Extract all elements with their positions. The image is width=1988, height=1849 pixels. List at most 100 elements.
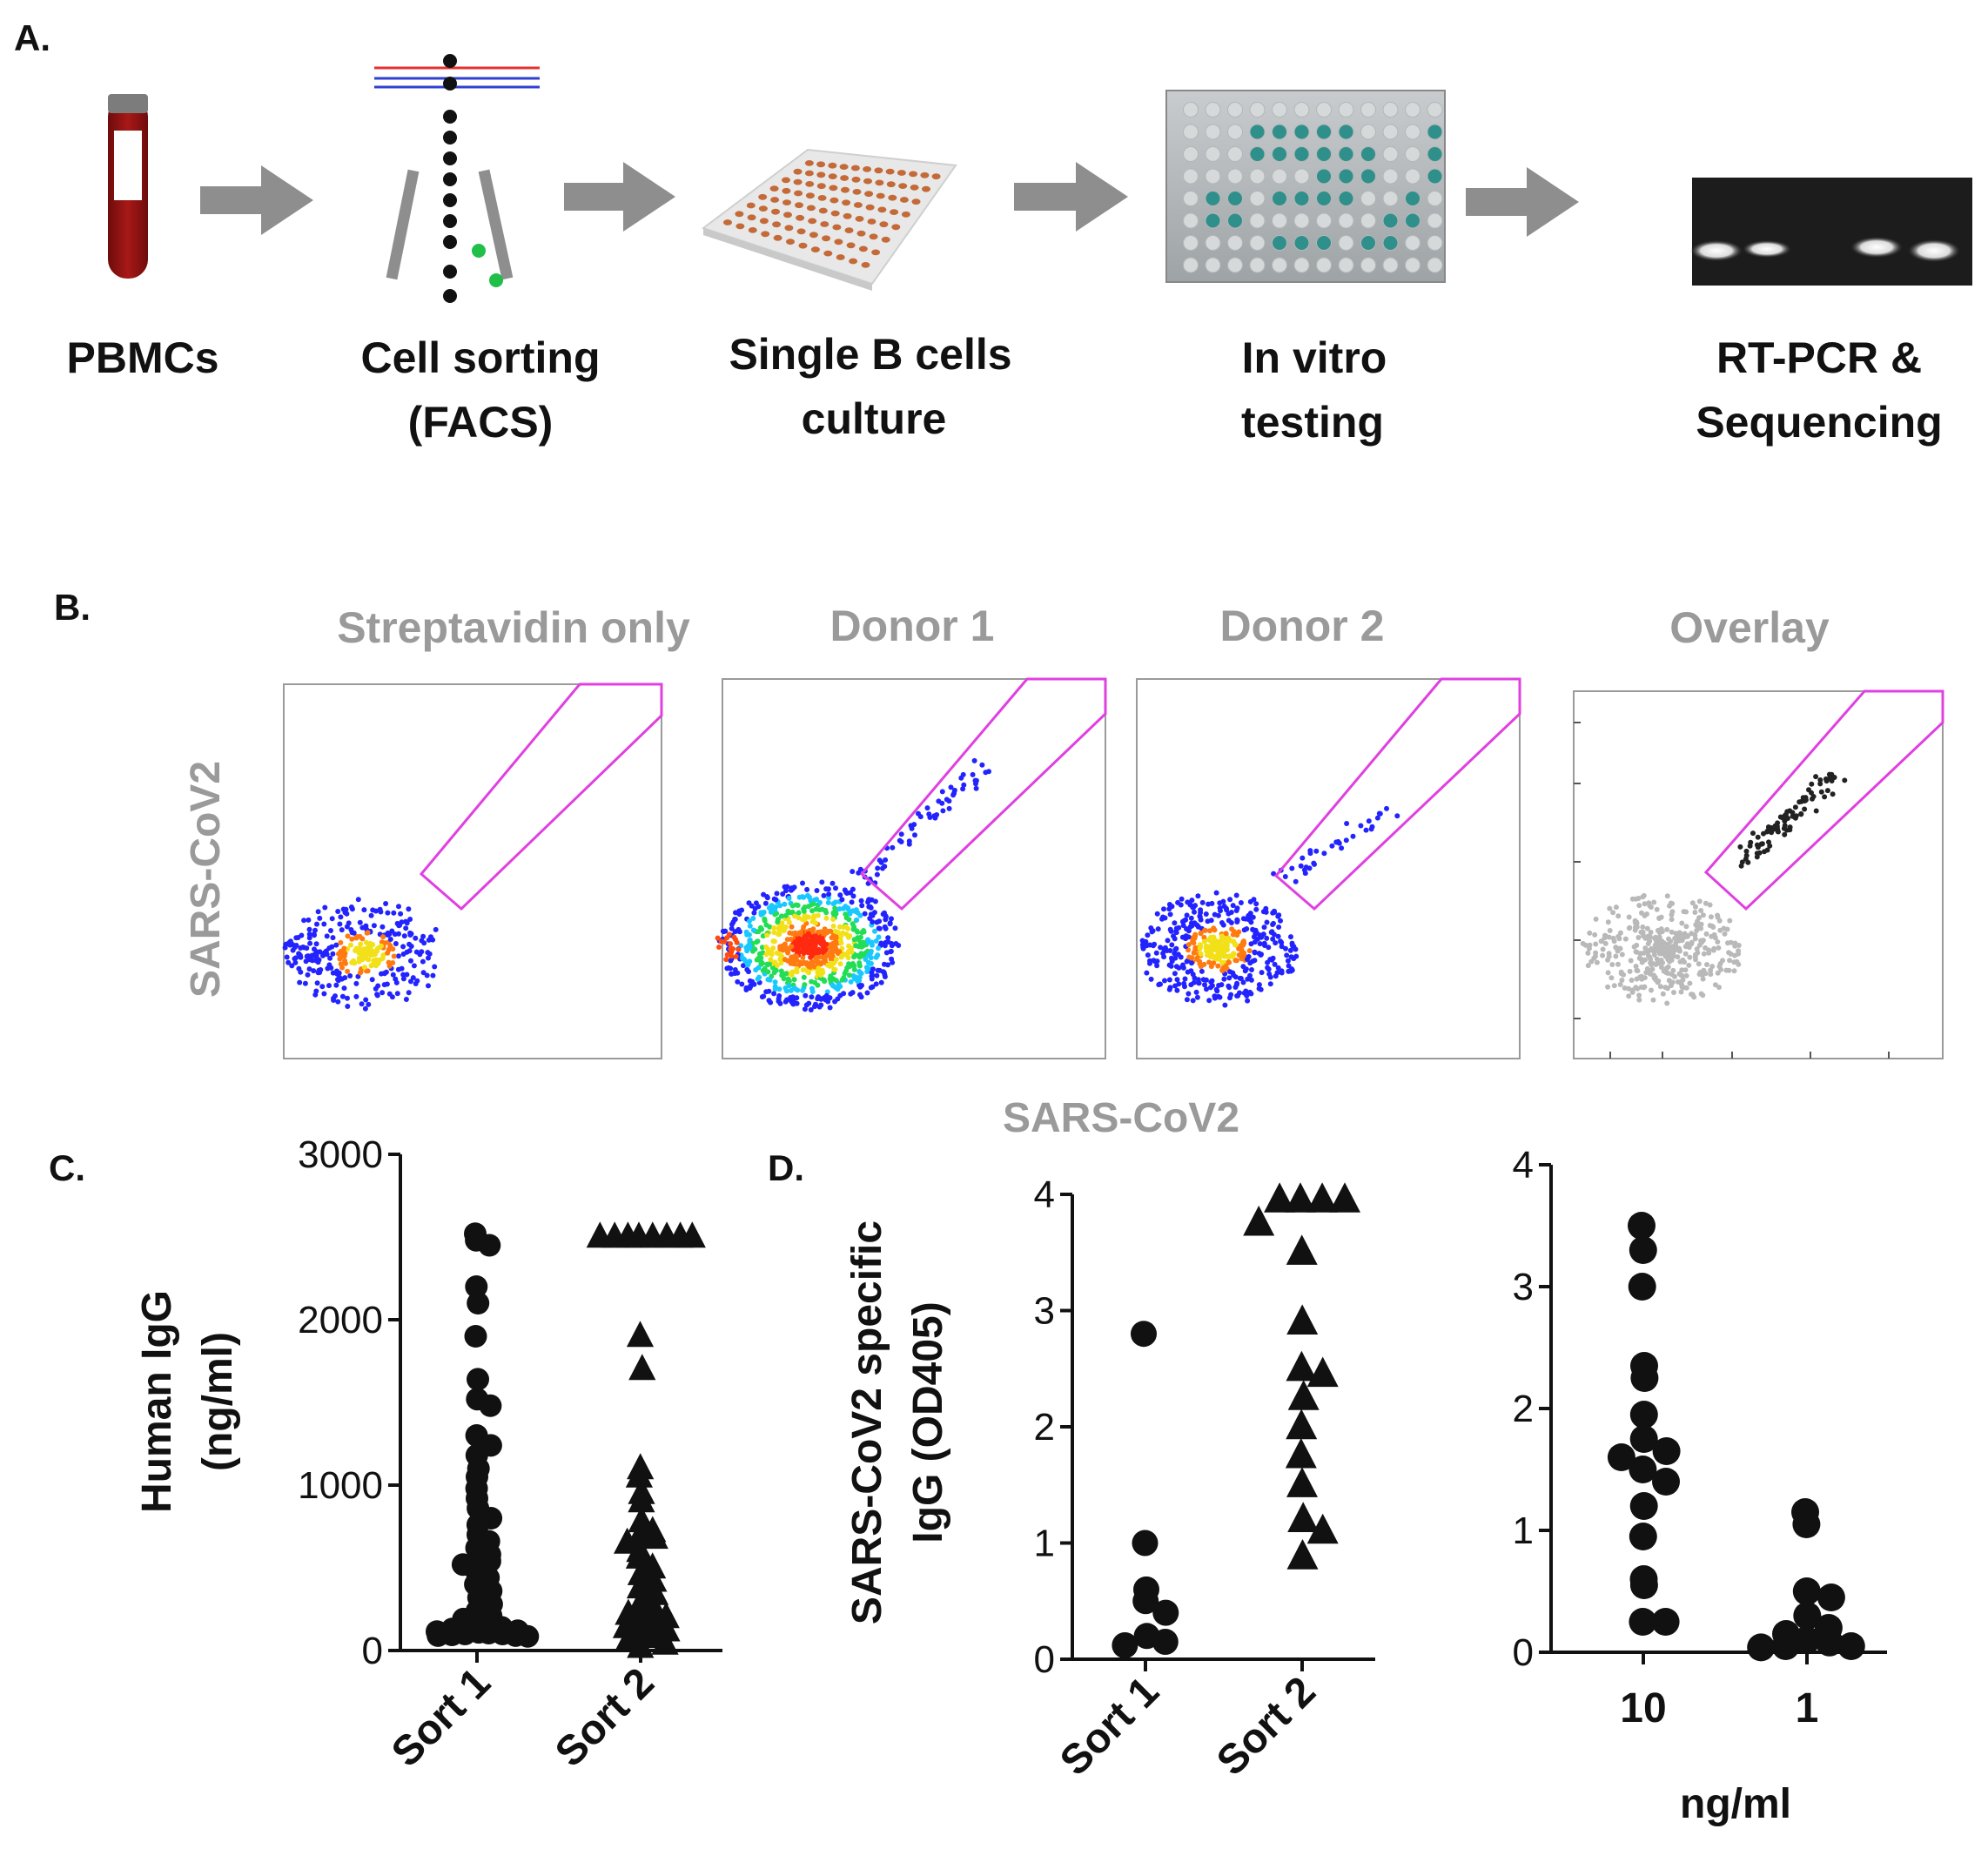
event-dot bbox=[807, 945, 812, 950]
event-dot bbox=[1645, 950, 1650, 955]
event-dot bbox=[1283, 874, 1288, 879]
event-dot bbox=[339, 965, 345, 971]
event-dot bbox=[868, 951, 873, 956]
event-dot bbox=[366, 968, 371, 973]
plate-well bbox=[797, 228, 806, 234]
event-dot bbox=[934, 812, 939, 817]
event-dot bbox=[1783, 823, 1788, 828]
event-dot bbox=[1798, 811, 1803, 817]
step-label-sorting-2: (FACS) bbox=[408, 398, 554, 447]
event-dot bbox=[313, 958, 319, 964]
event-dot bbox=[1607, 954, 1612, 959]
event-dot bbox=[1212, 927, 1218, 932]
event-dot bbox=[775, 891, 780, 896]
event-dot bbox=[897, 838, 903, 844]
event-dot bbox=[352, 960, 357, 965]
event-dot bbox=[1671, 990, 1676, 995]
event-dot bbox=[818, 961, 823, 966]
positive-well bbox=[1273, 147, 1287, 162]
event-dot bbox=[1813, 774, 1818, 779]
event-dot bbox=[1259, 951, 1264, 957]
event-dot bbox=[835, 997, 840, 1002]
event-dot bbox=[1633, 924, 1638, 930]
panel-label-c: C. bbox=[49, 1147, 85, 1188]
event-dot bbox=[330, 916, 335, 921]
x-category-label: 10 bbox=[1620, 1685, 1666, 1731]
positive-well bbox=[1339, 192, 1353, 206]
event-dot bbox=[1595, 960, 1600, 965]
event-dot bbox=[1245, 998, 1250, 1004]
positive-well bbox=[1339, 147, 1353, 162]
event-dot bbox=[303, 981, 308, 986]
event-dot bbox=[1145, 952, 1151, 958]
event-dot bbox=[1275, 914, 1280, 919]
plate-well bbox=[820, 221, 829, 227]
event-dot bbox=[400, 966, 405, 972]
event-dot bbox=[1626, 986, 1631, 992]
event-dot bbox=[1158, 945, 1163, 950]
event-dot bbox=[345, 969, 350, 974]
data-point-circle bbox=[1652, 1608, 1680, 1636]
data-point-circle bbox=[516, 1625, 539, 1648]
event-dot bbox=[772, 897, 777, 902]
event-dot bbox=[345, 1004, 350, 1009]
event-dot bbox=[1172, 947, 1178, 952]
event-dot bbox=[946, 798, 951, 803]
event-dot bbox=[839, 953, 844, 958]
event-dot bbox=[1271, 956, 1276, 961]
facs-plot-overlay bbox=[1574, 691, 1943, 1059]
event-dot bbox=[824, 993, 829, 998]
event-dot bbox=[1221, 977, 1226, 982]
event-dot bbox=[326, 962, 332, 967]
event-dot bbox=[783, 972, 789, 977]
event-dot bbox=[1658, 984, 1663, 989]
data-point-circle bbox=[467, 1292, 489, 1314]
event-dot bbox=[1636, 903, 1642, 908]
event-dot bbox=[1311, 861, 1316, 866]
event-dot bbox=[925, 805, 930, 810]
event-dot bbox=[1667, 959, 1672, 965]
event-dot bbox=[1618, 931, 1623, 936]
event-dot bbox=[298, 954, 303, 959]
event-dot bbox=[1635, 950, 1640, 955]
event-dot bbox=[1206, 946, 1212, 951]
event-dot bbox=[735, 971, 740, 976]
event-dot bbox=[831, 924, 836, 929]
event-dot bbox=[1601, 947, 1606, 952]
data-point-circle bbox=[1131, 1321, 1157, 1347]
plate-well bbox=[784, 225, 793, 231]
event-dot bbox=[1662, 985, 1668, 990]
event-dot bbox=[1162, 978, 1167, 984]
event-dot bbox=[432, 965, 437, 970]
plate-well bbox=[909, 171, 917, 178]
event-dot bbox=[1233, 974, 1239, 979]
event-dot bbox=[426, 956, 431, 961]
plate-well bbox=[1184, 124, 1199, 139]
event-dot bbox=[909, 823, 914, 828]
event-dot bbox=[1155, 911, 1160, 917]
plate-well bbox=[1383, 103, 1398, 118]
arrow-right-icon-3 bbox=[1014, 162, 1128, 232]
event-dot bbox=[787, 920, 792, 925]
event-dot bbox=[380, 934, 386, 939]
event-dot bbox=[1303, 871, 1308, 876]
event-dot bbox=[421, 970, 426, 975]
plate-well bbox=[1383, 147, 1398, 162]
data-point-circle bbox=[1630, 1364, 1658, 1392]
event-dot bbox=[1192, 903, 1198, 908]
event-dot bbox=[798, 930, 803, 935]
plate-well bbox=[1339, 236, 1353, 251]
event-dot bbox=[800, 988, 805, 993]
positive-well bbox=[1406, 213, 1420, 228]
plate-well bbox=[1228, 124, 1243, 139]
event-dot bbox=[792, 985, 797, 991]
event-dot bbox=[1618, 982, 1623, 987]
event-dot bbox=[381, 971, 386, 976]
plate-well bbox=[829, 185, 837, 192]
event-dot bbox=[761, 994, 766, 999]
event-dot bbox=[1680, 973, 1685, 978]
event-dot bbox=[927, 815, 932, 820]
event-dot bbox=[807, 895, 812, 900]
event-dot bbox=[802, 975, 807, 980]
plate-well bbox=[774, 235, 782, 241]
